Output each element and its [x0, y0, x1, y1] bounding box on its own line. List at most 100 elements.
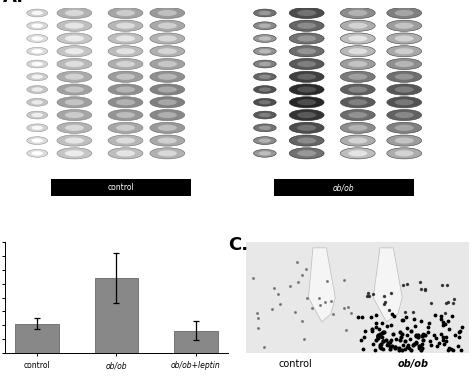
- Ellipse shape: [158, 150, 177, 156]
- Point: [442, 334, 449, 340]
- Ellipse shape: [158, 87, 177, 93]
- Point: [383, 342, 391, 348]
- Ellipse shape: [289, 46, 324, 57]
- Point: [391, 313, 398, 319]
- Ellipse shape: [31, 24, 43, 28]
- Point: [445, 299, 452, 305]
- Point: [254, 309, 261, 316]
- Point: [295, 279, 302, 285]
- Point: [398, 331, 406, 337]
- Ellipse shape: [27, 111, 48, 119]
- Ellipse shape: [348, 125, 367, 131]
- Point: [359, 346, 367, 352]
- Point: [401, 338, 409, 344]
- Ellipse shape: [395, 125, 414, 131]
- Ellipse shape: [254, 124, 276, 132]
- Point: [412, 331, 419, 338]
- Point: [367, 314, 375, 320]
- Point: [377, 344, 385, 350]
- Point: [440, 341, 448, 347]
- Ellipse shape: [65, 74, 84, 80]
- Ellipse shape: [348, 138, 367, 143]
- Ellipse shape: [31, 126, 43, 130]
- Ellipse shape: [57, 7, 92, 18]
- Point: [387, 322, 394, 328]
- Polygon shape: [373, 248, 402, 322]
- Ellipse shape: [340, 7, 375, 18]
- Point: [438, 313, 445, 319]
- Ellipse shape: [65, 87, 84, 93]
- Ellipse shape: [108, 7, 143, 18]
- Point: [376, 342, 384, 348]
- Point: [445, 345, 452, 351]
- Ellipse shape: [387, 46, 422, 57]
- Ellipse shape: [31, 113, 43, 117]
- Point: [386, 345, 394, 352]
- Point: [392, 343, 399, 350]
- Ellipse shape: [395, 87, 414, 93]
- Point: [303, 295, 310, 301]
- Point: [382, 337, 390, 343]
- Point: [355, 314, 362, 320]
- Point: [298, 272, 306, 278]
- Point: [347, 310, 355, 316]
- Ellipse shape: [27, 137, 48, 145]
- Ellipse shape: [150, 122, 185, 133]
- Point: [412, 339, 420, 346]
- Point: [418, 347, 425, 353]
- Point: [308, 305, 316, 311]
- Ellipse shape: [387, 20, 422, 31]
- Ellipse shape: [395, 74, 414, 80]
- Point: [255, 325, 262, 331]
- Point: [269, 305, 276, 312]
- Point: [340, 277, 347, 283]
- Point: [374, 334, 382, 341]
- Point: [443, 300, 450, 306]
- Ellipse shape: [57, 58, 92, 69]
- Ellipse shape: [116, 74, 135, 80]
- Ellipse shape: [259, 138, 271, 143]
- Point: [447, 347, 455, 353]
- Ellipse shape: [108, 20, 143, 31]
- Point: [368, 328, 375, 335]
- Ellipse shape: [108, 109, 143, 121]
- Point: [380, 301, 388, 307]
- Point: [397, 334, 405, 340]
- Ellipse shape: [348, 87, 367, 93]
- Ellipse shape: [259, 113, 271, 117]
- Ellipse shape: [254, 98, 276, 106]
- Ellipse shape: [150, 20, 185, 31]
- Ellipse shape: [395, 23, 414, 29]
- Ellipse shape: [158, 10, 177, 16]
- Point: [451, 332, 459, 338]
- Ellipse shape: [65, 138, 84, 143]
- Ellipse shape: [57, 122, 92, 133]
- Ellipse shape: [348, 48, 367, 54]
- Ellipse shape: [259, 49, 271, 53]
- Point: [372, 312, 380, 318]
- Ellipse shape: [297, 48, 316, 54]
- Ellipse shape: [259, 74, 271, 79]
- Ellipse shape: [254, 149, 276, 157]
- Point: [437, 316, 445, 322]
- Point: [421, 332, 428, 338]
- Ellipse shape: [254, 22, 276, 30]
- Point: [324, 278, 331, 284]
- Point: [414, 334, 422, 340]
- Ellipse shape: [289, 20, 324, 31]
- Point: [419, 331, 427, 337]
- Ellipse shape: [158, 23, 177, 29]
- Ellipse shape: [297, 87, 316, 93]
- Point: [388, 343, 395, 349]
- Ellipse shape: [108, 97, 143, 108]
- Point: [449, 347, 456, 353]
- Point: [380, 292, 387, 299]
- Point: [387, 290, 394, 296]
- Point: [374, 333, 382, 339]
- Point: [444, 347, 452, 353]
- Ellipse shape: [340, 135, 375, 146]
- Point: [400, 341, 407, 348]
- Bar: [51, 179, 191, 196]
- Point: [369, 291, 377, 298]
- Ellipse shape: [395, 10, 414, 16]
